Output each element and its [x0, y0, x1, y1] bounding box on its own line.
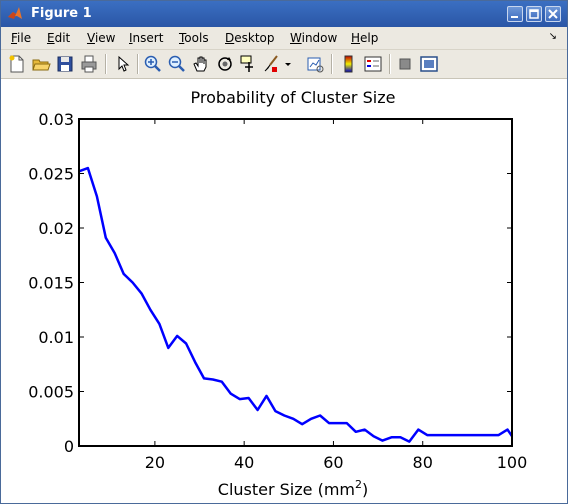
brush-dropdown-icon [285, 63, 291, 66]
menu-tools[interactable]: Tools [179, 31, 209, 45]
open-file-icon [32, 59, 51, 71]
pan-button[interactable] [191, 54, 211, 74]
menu-view[interactable]: View [87, 31, 116, 45]
menu-help[interactable]: Help [351, 31, 379, 45]
zoom-out-icon [168, 55, 185, 72]
hide-plot-tools-icon [399, 58, 411, 70]
menu-file[interactable]: File [11, 31, 32, 45]
y-tick-label: 0.02 [38, 219, 74, 238]
menu-edit[interactable]: Edit [47, 31, 71, 45]
y-tick-label: 0.015 [28, 274, 74, 293]
y-tick-label: 0.03 [38, 110, 74, 129]
rotate-3d-icon [218, 57, 232, 71]
rotate-3d-button[interactable] [215, 54, 235, 74]
minimize-icon [511, 16, 518, 18]
new-figure-icon [9, 55, 24, 73]
edit-plot-button[interactable] [113, 54, 133, 74]
pan-hand-icon [193, 56, 207, 72]
legend-button[interactable] [363, 54, 383, 74]
link-plot-icon [307, 57, 324, 73]
plot-area [79, 119, 512, 446]
matlab-logo-icon [8, 7, 22, 19]
title-bar[interactable]: Figure 1 [1, 1, 567, 27]
print-icon [81, 55, 97, 73]
x-axis-label: Cluster Size (mm2) [218, 478, 368, 499]
dock-arrow-icon[interactable]: ↘ [548, 31, 557, 42]
brush-dropdown-button[interactable] [283, 54, 293, 74]
zoom-in-button[interactable] [143, 54, 163, 74]
hide-plot-tools-button[interactable] [395, 54, 415, 74]
y-tick-label: 0.025 [28, 165, 74, 184]
window-title: Figure 1 [31, 6, 92, 21]
menu-desktop[interactable]: Desktop [225, 31, 275, 45]
new-figure-button[interactable] [7, 54, 27, 74]
menu-window[interactable]: Window [290, 31, 338, 45]
x-tick-label: 60 [323, 453, 343, 472]
x-tick-label: 40 [234, 453, 254, 472]
x-tick-label: 20 [145, 453, 165, 472]
chart-title: Probability of Cluster Size [191, 88, 396, 107]
edit-plot-arrow-icon [118, 55, 130, 72]
close-icon [548, 9, 558, 19]
line-chart[interactable]: Probability of Cluster Size 0 0.005 0.01 0.… [1, 79, 567, 503]
data-cursor-button[interactable] [239, 54, 259, 74]
brush-icon [264, 55, 278, 72]
x-tick-label: 80 [413, 453, 433, 472]
axes-box [78, 118, 513, 447]
figure-toolbar [1, 50, 567, 79]
zoom-out-button[interactable] [167, 54, 187, 74]
menu-bar: File Edit View Insert Tools Desktop Wind… [1, 27, 567, 50]
legend-icon [364, 56, 382, 72]
y-tick-label: 0.005 [28, 383, 74, 402]
data-series-line [78, 166, 514, 443]
y-tick-label: 0 [64, 437, 74, 456]
save-button[interactable] [55, 54, 75, 74]
maximize-icon [529, 9, 539, 19]
figure-canvas[interactable]: Probability of Cluster Size 0 0.005 0.01 0.… [1, 79, 567, 503]
link-plot-button[interactable] [305, 54, 325, 74]
y-tick-label: 0.01 [38, 328, 74, 347]
minimize-button[interactable] [507, 6, 523, 22]
brush-button[interactable] [261, 54, 281, 74]
zoom-in-icon [144, 55, 161, 72]
maximize-button[interactable] [526, 6, 542, 22]
toolbar-separator [331, 54, 333, 74]
menu-insert[interactable]: Insert [129, 31, 164, 45]
print-button[interactable] [79, 54, 99, 74]
open-file-button[interactable] [31, 54, 51, 74]
toolbar-separator [137, 54, 139, 74]
toolbar-separator [105, 54, 107, 74]
x-tick-label: 100 [497, 453, 528, 472]
show-plot-tools-icon [420, 56, 438, 72]
close-button[interactable] [545, 6, 561, 22]
toolbar-separator [389, 54, 391, 74]
colorbar-icon [344, 55, 353, 73]
colorbar-button[interactable] [339, 54, 359, 74]
data-cursor-icon [240, 55, 253, 72]
save-icon [57, 56, 73, 72]
show-plot-tools-button[interactable] [419, 54, 439, 74]
